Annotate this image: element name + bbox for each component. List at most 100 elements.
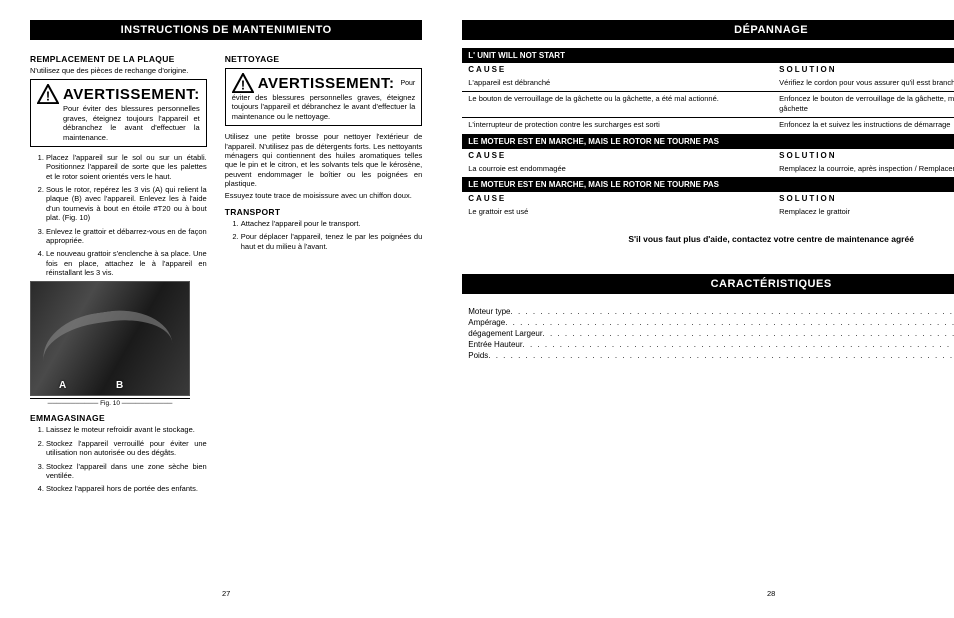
spec-label: Poids [468,351,488,360]
warning-title: AVERTISSEMENT: [63,86,200,103]
section-title-troubleshoot: DÉPANNAGE [462,20,954,40]
page-number-right: 28 [462,579,954,598]
col-cause: CAUSE [462,65,779,74]
trouble-header-2: LE MOTEUR EST EN MARCHE, MAIS LE ROTOR N… [462,134,954,149]
figure-caption: ─────────── Fig. 10 ─────────── [30,398,190,407]
heading-storage: EMMAGASINAGE [30,413,207,423]
page-right: DÉPANNAGE L' UNIT WILL NOT START CAUSE S… [462,20,954,598]
page-number-left: 27 [30,579,422,598]
spec-dots: . . . . . . . . . . . . . . . . . . . . … [511,307,954,316]
section-title-specs: CARACTÉRISTIQUES [462,274,954,294]
figure-caption-text: Fig. 10 [100,400,120,407]
column-b: NETTOYAGE ! AVERTISSEMENT: Pour éviter d… [225,48,423,498]
col-solution: SOLUTION [779,194,954,203]
solution-cell: Vérifiez le cordon pour vous assurer qu'… [779,78,954,87]
heading-plate-replacement: REMPLACEMENT DE LA PLAQUE [30,54,207,64]
cleaning-paragraph: Utilisez une petite brosse pour nettoyer… [225,132,423,188]
figure-10-image: A B [30,281,190,396]
warning-body: Pour éviter des blessures personnelles g… [63,104,200,142]
cause-cell: Le bouton de verrouillage de la gâchette… [462,94,779,113]
warning-after-text: Pour [400,80,415,87]
page-left: INSTRUCTIONS DE MANTENIMIENTO REMPLACEME… [30,20,422,598]
step-3: Enlevez le grattoir et débarrez-vous en … [46,227,207,246]
note-original-parts: N'utilisez que des pièces de rechange d'… [30,66,207,75]
svg-text:!: ! [241,77,245,92]
table-header: CAUSE SOLUTION [462,149,954,162]
page-spread: INSTRUCTIONS DE MANTENIMIENTO REMPLACEME… [30,20,924,598]
figure-label-b: B [116,380,123,391]
warning-box-2: ! AVERTISSEMENT: Pour éviter des blessur… [225,68,423,126]
spec-dots: . . . . . . . . . . . . . . . . . . . . … [543,329,954,338]
storage-4: Stockez l'appareil hors de portée des en… [46,484,207,493]
figure-detail-curve [38,304,174,372]
table-header: CAUSE SOLUTION [462,192,954,205]
table-row: L'appareil est débranché Vérifiez le cor… [462,76,954,92]
table-header: CAUSE SOLUTION [462,63,954,76]
step-2: Sous le rotor, repérez les 3 vis (A) qui… [46,185,207,223]
trouble-rows-1: L'appareil est débranché Vérifiez le cor… [462,76,954,134]
warning-body-2: éviter des blessures personnelles graves… [232,93,416,121]
replacement-steps: Placez l'appareil sur le sol ou sur un é… [30,153,207,278]
step-1: Placez l'appareil sur le sol ou sur un é… [46,153,207,181]
table-row: Le bouton de verrouillage de la gâchette… [462,92,954,118]
col-solution: SOLUTION [779,151,954,160]
spec-dots: . . . . . . . . . . . . . . . . . . . . … [523,340,954,349]
heading-transport: TRANSPORT [225,207,423,217]
spec-row: Ampérage . . . . . . . . . . . . . . . .… [468,317,954,328]
solution-cell: Enfoncez le bouton de verrouillage de la… [779,94,954,113]
trouble-header-1: L' UNIT WILL NOT START [462,48,954,63]
cause-cell: Le grattoir est usé [462,207,779,216]
warning-triangle-icon: ! [37,84,59,104]
cause-cell: La courroie est endommagée [462,164,779,173]
solution-cell: Remplacez le grattoir [779,207,954,216]
solution-cell: Remplacez la courroie, après inspection … [779,164,954,173]
help-contact-line: S'il vous faut plus d'aide, contactez vo… [462,234,954,244]
cleaning-paragraph-2: Essuyez toute trace de moisissure avec u… [225,191,423,200]
spec-row: dégagement Largeur . . . . . . . . . . .… [468,328,954,339]
spec-label: Entrée Hauteur [468,340,522,349]
spec-label: Moteur type [468,307,510,316]
storage-steps: Laissez le moteur refroidir avant le sto… [30,425,207,493]
table-row: Le grattoir est usé Remplacez le grattoi… [462,205,954,220]
cause-cell: L'appareil est débranché [462,78,779,87]
heading-cleaning: NETTOYAGE [225,54,423,64]
column-a: REMPLACEMENT DE LA PLAQUE N'utilisez que… [30,48,207,498]
trouble-rows-2: La courroie est endommagée Remplacez la … [462,162,954,177]
storage-3: Stockez l'appareil dans une zone sèche b… [46,462,207,481]
trouble-header-3: LE MOTEUR EST EN MARCHE, MAIS LE ROTOR N… [462,177,954,192]
solution-cell: Enfoncez la et suivez les instructions d… [779,120,954,129]
transport-steps: Attachez l'appareil pour le transport. P… [225,219,423,251]
spec-row: Moteur type . . . . . . . . . . . . . . … [468,306,954,317]
col-cause: CAUSE [462,151,779,160]
warning-header-2: ! AVERTISSEMENT: Pour [232,73,416,93]
spec-row: Entrée Hauteur . . . . . . . . . . . . .… [468,339,954,350]
spec-dots: . . . . . . . . . . . . . . . . . . . . … [488,351,954,360]
warning-box-1: ! AVERTISSEMENT: Pour éviter des blessur… [30,79,207,147]
step-4: Le nouveau grattoir s'enclenche à sa pla… [46,249,207,277]
trouble-block-3: LE MOTEUR EST EN MARCHE, MAIS LE ROTOR N… [462,177,954,220]
spec-dots: . . . . . . . . . . . . . . . . . . . . … [505,318,954,327]
table-row: L'interrupteur de protection contre les … [462,118,954,133]
storage-2: Stockez l'appareil verrouillé pour évite… [46,439,207,458]
two-column-layout: REMPLACEMENT DE LA PLAQUE N'utilisez que… [30,48,422,498]
table-row: La courroie est endommagée Remplacez la … [462,162,954,177]
cause-cell: L'interrupteur de protection contre les … [462,120,779,129]
spec-row: Poids . . . . . . . . . . . . . . . . . … [468,350,954,361]
col-solution: SOLUTION [779,65,954,74]
specs-list: Moteur type . . . . . . . . . . . . . . … [462,302,954,365]
warning-triangle-icon: ! [232,73,254,93]
figure-label-a: A [59,380,66,391]
transport-1: Attachez l'appareil pour le transport. [241,219,423,228]
spec-label: Ampérage [468,318,505,327]
trouble-rows-3: Le grattoir est usé Remplacez le grattoi… [462,205,954,220]
warning-header: ! AVERTISSEMENT: [37,84,200,104]
col-cause: CAUSE [462,194,779,203]
spec-label: dégagement Largeur [468,329,542,338]
trouble-block-2: LE MOTEUR EST EN MARCHE, MAIS LE ROTOR N… [462,134,954,177]
transport-2: Pour déplacer l'appareil, tenez le par l… [241,232,423,251]
svg-text:!: ! [46,89,50,104]
trouble-block-1: L' UNIT WILL NOT START CAUSE SOLUTION L'… [462,48,954,134]
warning-title-2: AVERTISSEMENT: [258,75,395,92]
section-title-maintenance: INSTRUCTIONS DE MANTENIMIENTO [30,20,422,40]
storage-1: Laissez le moteur refroidir avant le sto… [46,425,207,434]
